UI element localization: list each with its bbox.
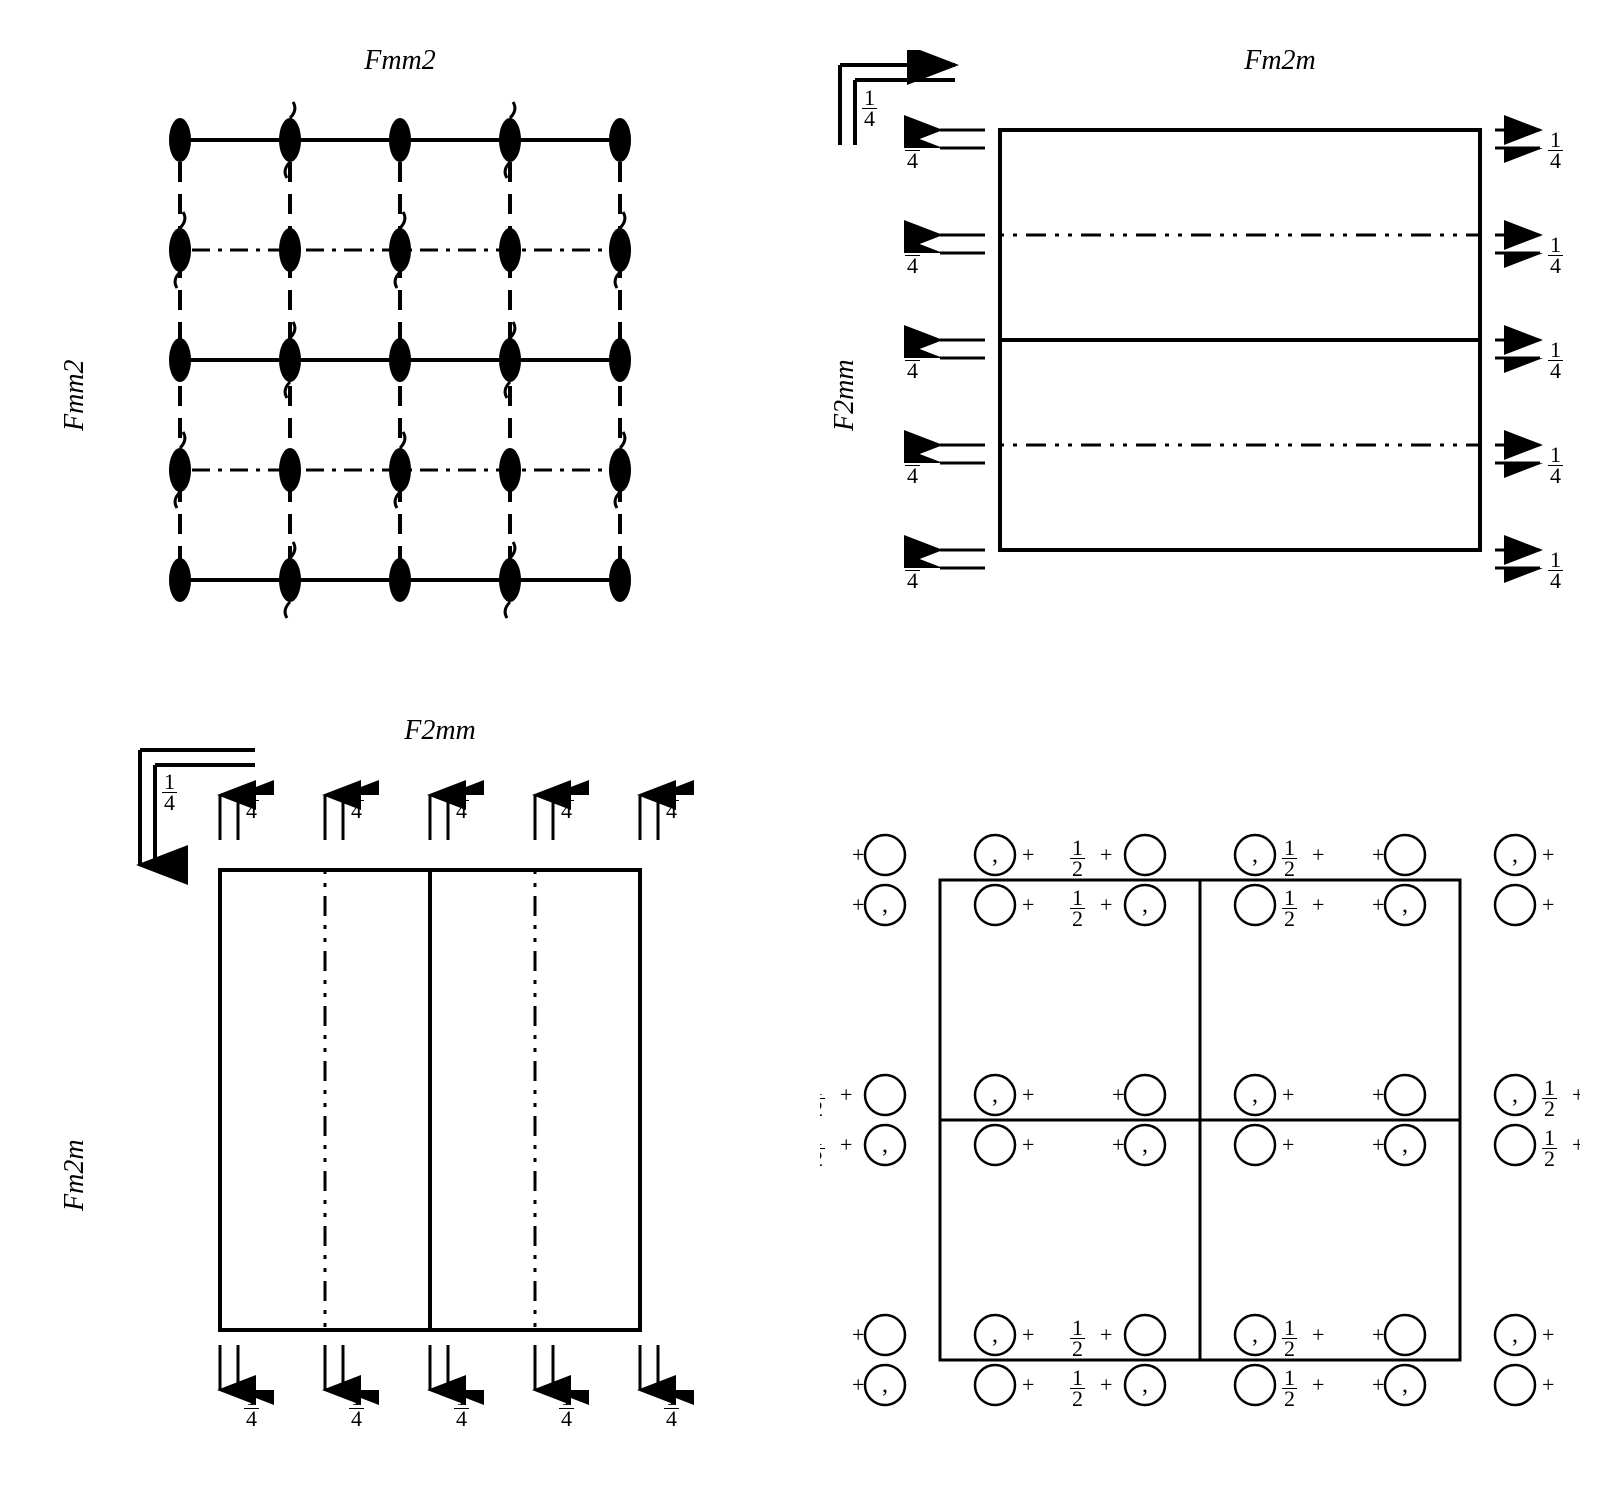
svg-text:+: + — [1022, 1322, 1034, 1347]
svg-text:+: + — [1312, 842, 1324, 867]
corner-frac-tr: 14 — [862, 88, 877, 128]
svg-text:+: + — [1100, 842, 1112, 867]
svg-text:+: + — [1542, 1372, 1554, 1397]
svg-text:+: + — [1282, 1132, 1294, 1157]
svg-text:+: + — [1100, 1372, 1112, 1397]
svg-text:+: + — [1022, 1372, 1034, 1397]
title-tl-top: Fmm2 — [300, 45, 500, 77]
svg-text:+: + — [1022, 1082, 1034, 1107]
svg-text:+: + — [1022, 1132, 1034, 1157]
panel-fm2m: Fm2m F2mm — [800, 50, 1580, 610]
svg-text:+: + — [840, 1132, 852, 1157]
title-tr-side: F2mm — [829, 281, 861, 431]
svg-text:+: + — [1312, 1322, 1324, 1347]
svg-text:+: + — [1372, 1132, 1384, 1157]
svg-text:+: + — [1372, 1082, 1384, 1107]
svg-text:+: + — [1312, 1372, 1324, 1397]
svg-text:+: + — [1022, 842, 1034, 867]
diagram-page: Fmm2 Fmm2 — [40, 40, 1572, 1449]
corner-frac-bl: 14 — [162, 772, 177, 812]
fmm2-svg — [120, 100, 680, 660]
fm2m-svg: 14 — [800, 50, 1580, 610]
svg-text:+: + — [1372, 892, 1384, 917]
svg-text:+: + — [840, 1082, 852, 1107]
svg-text:+: + — [1542, 842, 1554, 867]
svg-text:+: + — [852, 842, 864, 867]
panel-f2mm: F2mm Fm2m — [80, 720, 720, 1450]
title-tr-top: Fm2m — [1180, 45, 1380, 77]
panel-positions: , + + — [820, 820, 1580, 1440]
svg-text:+: + — [1100, 892, 1112, 917]
svg-text:+: + — [1372, 842, 1384, 867]
positions-svg: , + + — [820, 820, 1580, 1440]
svg-text:+: + — [1112, 1082, 1124, 1107]
svg-text:+: + — [852, 892, 864, 917]
title-bl-side: Fm2m — [59, 1061, 91, 1211]
svg-text:+: + — [852, 1322, 864, 1347]
panel-fmm2-symmetry: Fmm2 Fmm2 — [120, 100, 680, 660]
svg-text:+: + — [1100, 1322, 1112, 1347]
svg-text:+: + — [1542, 892, 1554, 917]
svg-text:+: + — [1022, 892, 1034, 917]
svg-text:+: + — [1312, 892, 1324, 917]
title-bl-top: F2mm — [340, 715, 540, 747]
svg-text:+: + — [1112, 1132, 1124, 1157]
title-tl-side: Fmm2 — [59, 281, 91, 431]
svg-text:+: + — [852, 1372, 864, 1397]
svg-text:+: + — [1572, 1082, 1580, 1107]
svg-text:+: + — [1572, 1132, 1580, 1157]
f2mm-svg: 14 14 — [80, 720, 720, 1450]
svg-text:+: + — [1372, 1372, 1384, 1397]
svg-text:+: + — [1372, 1322, 1384, 1347]
svg-text:+: + — [1542, 1322, 1554, 1347]
svg-text:+: + — [1282, 1082, 1294, 1107]
